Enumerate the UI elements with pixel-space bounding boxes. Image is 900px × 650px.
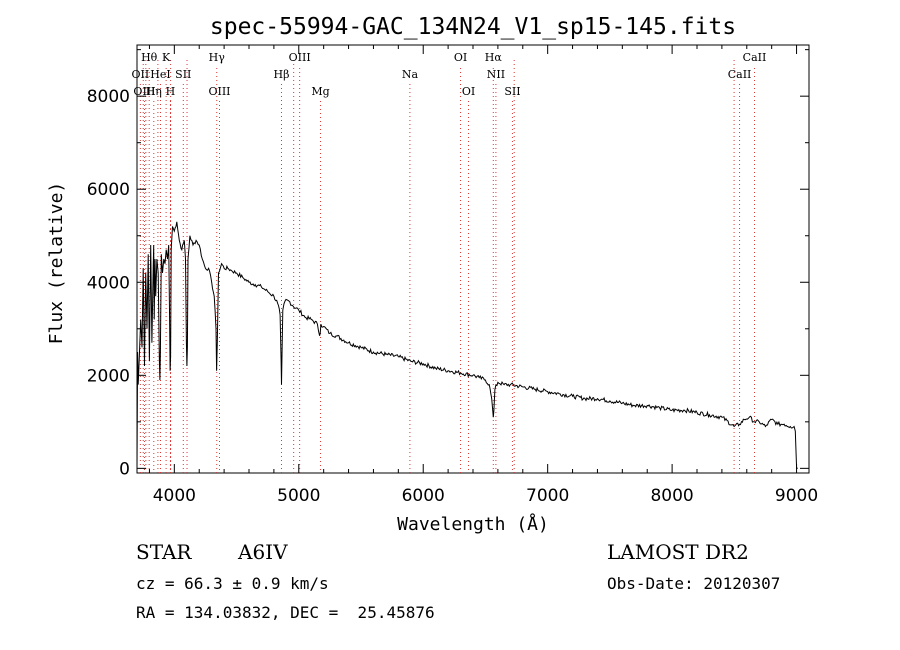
line-markers [139, 60, 755, 473]
line-marker-label: Hβ [274, 68, 290, 81]
line-marker-label: Mg [311, 85, 329, 98]
line-marker-label: CaII [743, 51, 767, 64]
x-tick-label: 4000 [153, 486, 196, 506]
line-marker-labels: Hθ K Hγ OIII OI Hα CaII OII HeI SII Hβ Na NII CaII OII… [132, 51, 767, 98]
x-tick-label: 9000 [775, 486, 818, 506]
line-marker-label: Hθ [141, 51, 158, 64]
line-marker-label: Hα [485, 51, 503, 64]
observation-date: Obs-Date: 20120307 [607, 574, 781, 593]
spectrum-line [136, 221, 798, 469]
line-marker-label: SII [504, 85, 520, 98]
x-tick-label: 7000 [526, 486, 569, 506]
line-marker-label: OIII [289, 51, 311, 64]
x-axis-label: Wavelength (Å) [397, 513, 549, 535]
line-marker-label: NII [487, 68, 505, 81]
y-axis-label: Flux (relative) [46, 182, 67, 345]
line-marker-label: K [162, 51, 171, 64]
survey-name: LAMOST DR2 [607, 540, 749, 564]
line-marker-label: HeI [150, 68, 170, 81]
axis-ticks [137, 45, 809, 473]
plot-frame [136, 44, 810, 474]
line-marker-label: Hη [146, 85, 162, 98]
line-marker-label: OIII [208, 85, 230, 98]
line-marker-label: Na [402, 68, 419, 81]
line-marker-label: OI [462, 85, 475, 98]
redshift-velocity: cz = 66.3 ± 0.9 km/s [136, 574, 329, 593]
x-tick-label: 6000 [402, 486, 445, 506]
tick-labels: 4000 5000 6000 7000 8000 9000 0 2000 4000 6000 800… [87, 87, 818, 506]
line-marker-label: OI [454, 51, 467, 64]
chart-title: spec-55994-GAC_134N24_V1_sp15-145.fits [210, 14, 736, 40]
coordinates: RA = 134.03832, DEC = 25.45876 [136, 603, 435, 622]
object-class: STAR [136, 540, 192, 564]
line-marker-label: Hγ [209, 51, 226, 64]
line-marker-label: OIII [133, 85, 155, 98]
line-marker-label: H [166, 85, 176, 98]
y-tick-label: 6000 [87, 180, 130, 200]
y-tick-label: 2000 [87, 366, 130, 386]
y-tick-label: 4000 [87, 273, 130, 293]
y-tick-label: 0 [119, 459, 130, 479]
x-tick-label: 5000 [277, 486, 320, 506]
x-tick-label: 8000 [650, 486, 693, 506]
line-marker-label: CaII [728, 68, 752, 81]
line-marker-label: OII [132, 68, 150, 81]
y-tick-label: 8000 [87, 87, 130, 107]
line-marker-label: SII [175, 68, 191, 81]
object-subclass: A6IV [238, 540, 288, 564]
